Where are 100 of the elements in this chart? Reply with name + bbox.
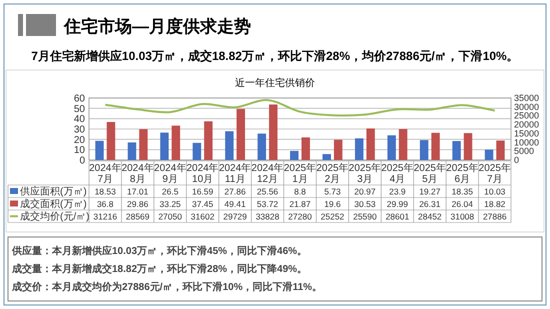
legend-label: 供应面积(万㎡) — [20, 186, 87, 198]
y2-tick-label: 10000 — [514, 137, 540, 148]
data-label: 29729 — [223, 212, 248, 222]
legend-label: 成交均价(元/㎡) — [20, 210, 90, 222]
data-label: 49.41 — [224, 199, 246, 209]
data-label: 27050 — [158, 212, 182, 222]
data-label: 25590 — [353, 212, 378, 222]
bar — [464, 133, 472, 160]
chart-subtitle: 7月住宅新增供应10.03万㎡，成交18.82万㎡，环比下滑28%，均价27886元/㎡，下滑10%。 — [31, 49, 519, 63]
data-label: 25.56 — [256, 186, 278, 196]
x-tick-label: 2025年3月 — [348, 162, 382, 185]
bar — [302, 137, 310, 160]
data-label: 18.82 — [484, 199, 506, 209]
bar — [354, 138, 364, 160]
text: 成交量：本月新增成交18.82万㎡，环比下滑28%，同比下降49%。 — [11, 263, 308, 275]
data-label: 28569 — [126, 212, 150, 222]
y2-tick-label: 15000 — [514, 128, 540, 138]
data-label: 26.31 — [419, 199, 441, 209]
x-tick-label: 2024年9月 — [154, 162, 186, 185]
text: 近一年住宅供销价 — [235, 77, 315, 89]
bar — [106, 122, 116, 160]
data-label: 18.53 — [94, 186, 116, 196]
chart-title: 住宅市场—月度供求走势 — [63, 17, 251, 36]
data-label: 33.25 — [160, 199, 182, 209]
x-tick-label: 2024年10月 — [186, 162, 219, 185]
x-tick-label: 2024年8月 — [122, 162, 154, 185]
data-label: 19.27 — [419, 186, 441, 196]
bar — [322, 154, 331, 160]
data-label: 18.35 — [452, 186, 474, 196]
data-label: 20.97 — [354, 186, 376, 196]
legend-label: 成交面积(万㎡) — [20, 198, 87, 210]
bar — [269, 104, 278, 160]
bar — [431, 132, 440, 160]
x-tick-label: 2024年11月 — [218, 162, 252, 185]
data-label: 28452 — [418, 212, 442, 222]
y-tick-label: 40 — [74, 114, 86, 126]
y-tick-label: 50 — [74, 104, 86, 115]
data-label: 31008 — [450, 212, 474, 222]
x-tick-label: 2025年5月 — [414, 162, 446, 185]
data-label: 23.9 — [389, 186, 406, 196]
data-label: 28601 — [386, 212, 410, 222]
bar — [172, 126, 180, 160]
y-tick-label: 10 — [74, 145, 86, 156]
data-label: 29.86 — [127, 199, 149, 209]
data-label: 30.53 — [354, 199, 376, 209]
text: 成交价：本月成交均价为27886元/㎡，环比下滑10%，同比下滑11%。 — [11, 281, 322, 293]
bar — [139, 129, 148, 160]
data-label: 37.45 — [192, 199, 214, 209]
y2-tick-label: 30000 — [514, 102, 540, 112]
data-label: 53.72 — [256, 199, 278, 209]
y-tick-label: 60 — [74, 94, 86, 104]
data-label: 26.5 — [162, 186, 179, 196]
bar — [334, 140, 342, 160]
x-tick-label: 2025年2月 — [316, 162, 349, 185]
data-label: 27.86 — [224, 186, 246, 196]
data-label: 8.8 — [294, 186, 306, 196]
bar — [225, 131, 234, 160]
data-label: 10.03 — [484, 186, 506, 196]
y2-tick-label: 5000 — [514, 146, 534, 156]
data-label: 27886 — [482, 212, 507, 222]
bar — [192, 142, 202, 160]
y-tick-label: 0 — [79, 156, 86, 166]
data-label: 25252 — [320, 212, 345, 222]
bar — [160, 132, 169, 160]
bar — [236, 108, 246, 160]
data-label: 27280 — [288, 212, 312, 222]
data-label: 31602 — [190, 212, 215, 222]
bar — [204, 121, 213, 160]
data-label: 29.99 — [386, 199, 408, 209]
y-tick-label: 20 — [74, 134, 86, 146]
bar — [484, 150, 494, 160]
y2-tick-label: 25000 — [514, 110, 540, 121]
data-label: 31216 — [93, 212, 118, 222]
bar — [95, 140, 104, 160]
data-label: 26.04 — [452, 199, 474, 209]
data-label: 19.6 — [324, 199, 342, 209]
data-label: 33828 — [256, 212, 280, 222]
bar — [420, 140, 428, 160]
bar — [387, 135, 396, 160]
y2-tick-label: 35000 — [514, 93, 540, 103]
bar — [366, 128, 375, 160]
x-tick-label: 2024年12月 — [251, 162, 284, 185]
bar — [398, 129, 408, 160]
data-label: 5.73 — [324, 186, 342, 196]
x-tick-label: 2025年1月 — [284, 162, 316, 185]
y-tick-label: 30 — [74, 124, 86, 136]
bar — [452, 141, 461, 160]
x-tick-label: 2025年7月 — [478, 162, 511, 185]
x-tick-label: 2025年6月 — [446, 162, 478, 185]
data-label: 17.01 — [127, 186, 149, 196]
x-tick-label: 2025年4月 — [381, 162, 414, 185]
bar — [290, 150, 298, 160]
y2-tick-label: 20000 — [514, 120, 540, 130]
y2-tick-label: 0 — [514, 155, 520, 165]
data-label: 21.87 — [289, 199, 311, 209]
x-tick-label: 2024年7月 — [89, 162, 122, 185]
text: 供应量：本月新增供应10.03万㎡，环比下滑45%，同比下滑46%。 — [11, 245, 308, 257]
bar — [496, 140, 505, 160]
data-label: 16.59 — [192, 186, 214, 196]
bar — [258, 134, 266, 160]
